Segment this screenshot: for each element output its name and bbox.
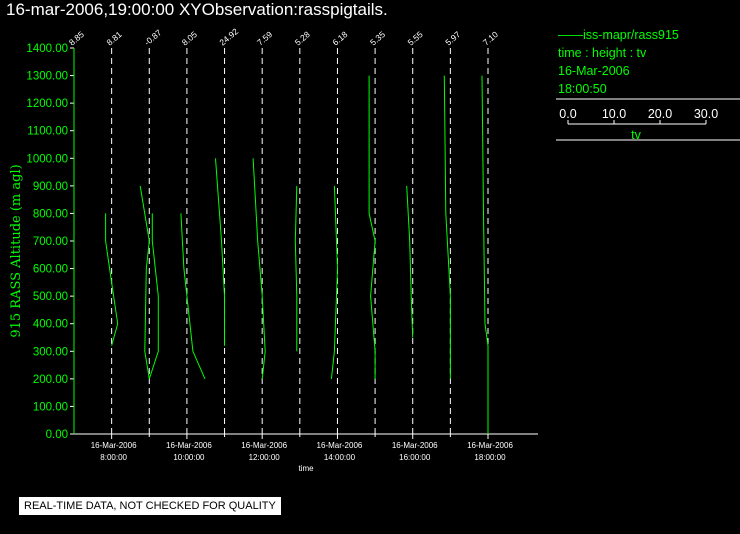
- y-tick-label: 400.00: [33, 319, 68, 331]
- legend-date: 16-Mar-2006: [558, 64, 630, 78]
- profile-line: [215, 158, 225, 346]
- profile-line: [180, 213, 206, 380]
- y-tick-label: 500.00: [33, 291, 68, 303]
- profile-line: [406, 185, 414, 338]
- legend: ——iss-mapr/rass915 time : height : tv 16…: [556, 28, 740, 144]
- x-tick-date: 16-Mar-2006: [392, 441, 438, 450]
- profile-baseline-label: 5.35: [368, 29, 387, 47]
- profile-baseline-label: 5.28: [293, 29, 312, 47]
- chart-title: 16-mar-2006,19:00:00 XYObservation:rassp…: [6, 0, 388, 19]
- profile-line: [481, 75, 489, 434]
- y-tick-label: 1400.00: [26, 43, 68, 55]
- profile-line: [252, 158, 266, 379]
- x-tick-date: 16-Mar-2006: [467, 441, 513, 450]
- profile-line: [139, 185, 159, 380]
- legend-scale-tick-label: 10.0: [602, 107, 626, 121]
- profile-baseline-label: -0.87: [142, 27, 163, 47]
- y-tick-label: 1300.00: [26, 71, 68, 83]
- y-tick-label: 1100.00: [27, 126, 68, 138]
- x-tick-time: 8:00:00: [100, 453, 127, 462]
- profile-baseline-label: 8.85: [67, 29, 86, 47]
- x-tick-date: 16-Mar-2006: [91, 441, 137, 450]
- y-tick-label: 1000.00: [26, 153, 68, 165]
- profile-line: [368, 75, 376, 379]
- legend-scale-tick-label: 20.0: [648, 107, 672, 121]
- x-tick-date: 16-Mar-2006: [317, 441, 363, 450]
- x-tick-time: 18:00:00: [474, 453, 506, 462]
- legend-scale-tick-label: 30.0: [694, 107, 718, 121]
- profile-line: [330, 185, 339, 379]
- legend-scale: 0.0 10.0 20.0 30.0 tv: [556, 98, 740, 142]
- y-tick-label: 1200.00: [26, 98, 68, 110]
- profile-baseline-label: 8.05: [180, 29, 199, 47]
- profile-baseline-label: 5.97: [443, 29, 462, 47]
- quality-notice: REAL-TIME DATA, NOT CHECKED FOR QUALITY: [19, 497, 281, 515]
- profile-line: [443, 75, 451, 379]
- legend-description: time : height : tv: [558, 46, 647, 60]
- x-tick-time: 10:00:00: [173, 453, 205, 462]
- y-tick-label: 200.00: [33, 374, 68, 386]
- y-tick-label: 300.00: [33, 346, 68, 358]
- x-tick-date: 16-Mar-2006: [166, 441, 212, 450]
- profile-baseline-label: 6.18: [330, 29, 349, 47]
- x-tick-time: 12:00:00: [249, 453, 281, 462]
- legend-series-label: ——iss-mapr/rass915: [558, 28, 679, 42]
- y-tick-label: 600.00: [33, 264, 68, 276]
- y-tick-label: 100.00: [33, 401, 68, 413]
- profile-baseline-label: 5.55: [406, 29, 425, 47]
- profile-line: [294, 185, 298, 352]
- legend-scale-label: tv: [631, 128, 641, 142]
- x-tick-time: 16:00:00: [399, 453, 431, 462]
- x-tick-date: 16-Mar-2006: [241, 441, 287, 450]
- profile-baseline-label: 7.10: [481, 29, 500, 47]
- x-axis-label: time: [298, 464, 314, 473]
- y-axis-label: 915 RASS Altitude (m agl): [9, 164, 24, 337]
- y-tick-label: 800.00: [33, 208, 68, 220]
- legend-time: 18:00:50: [558, 82, 607, 96]
- legend-scale-tick-label: 0.0: [559, 107, 576, 121]
- profile-baseline-label: 8.81: [104, 29, 123, 47]
- profile-baseline-label: 7.59: [255, 29, 274, 47]
- y-tick-label: 900.00: [33, 181, 68, 193]
- x-tick-time: 14:00:00: [324, 453, 356, 462]
- profile-line: [105, 213, 119, 346]
- y-tick-label: 0.00: [46, 429, 68, 441]
- y-tick-label: 700.00: [33, 236, 68, 248]
- profile-baseline-label: 24.92: [217, 26, 240, 48]
